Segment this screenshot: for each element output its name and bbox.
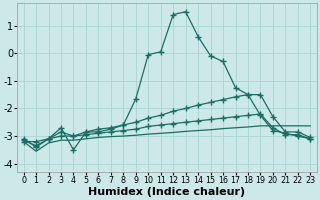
X-axis label: Humidex (Indice chaleur): Humidex (Indice chaleur)	[88, 187, 245, 197]
